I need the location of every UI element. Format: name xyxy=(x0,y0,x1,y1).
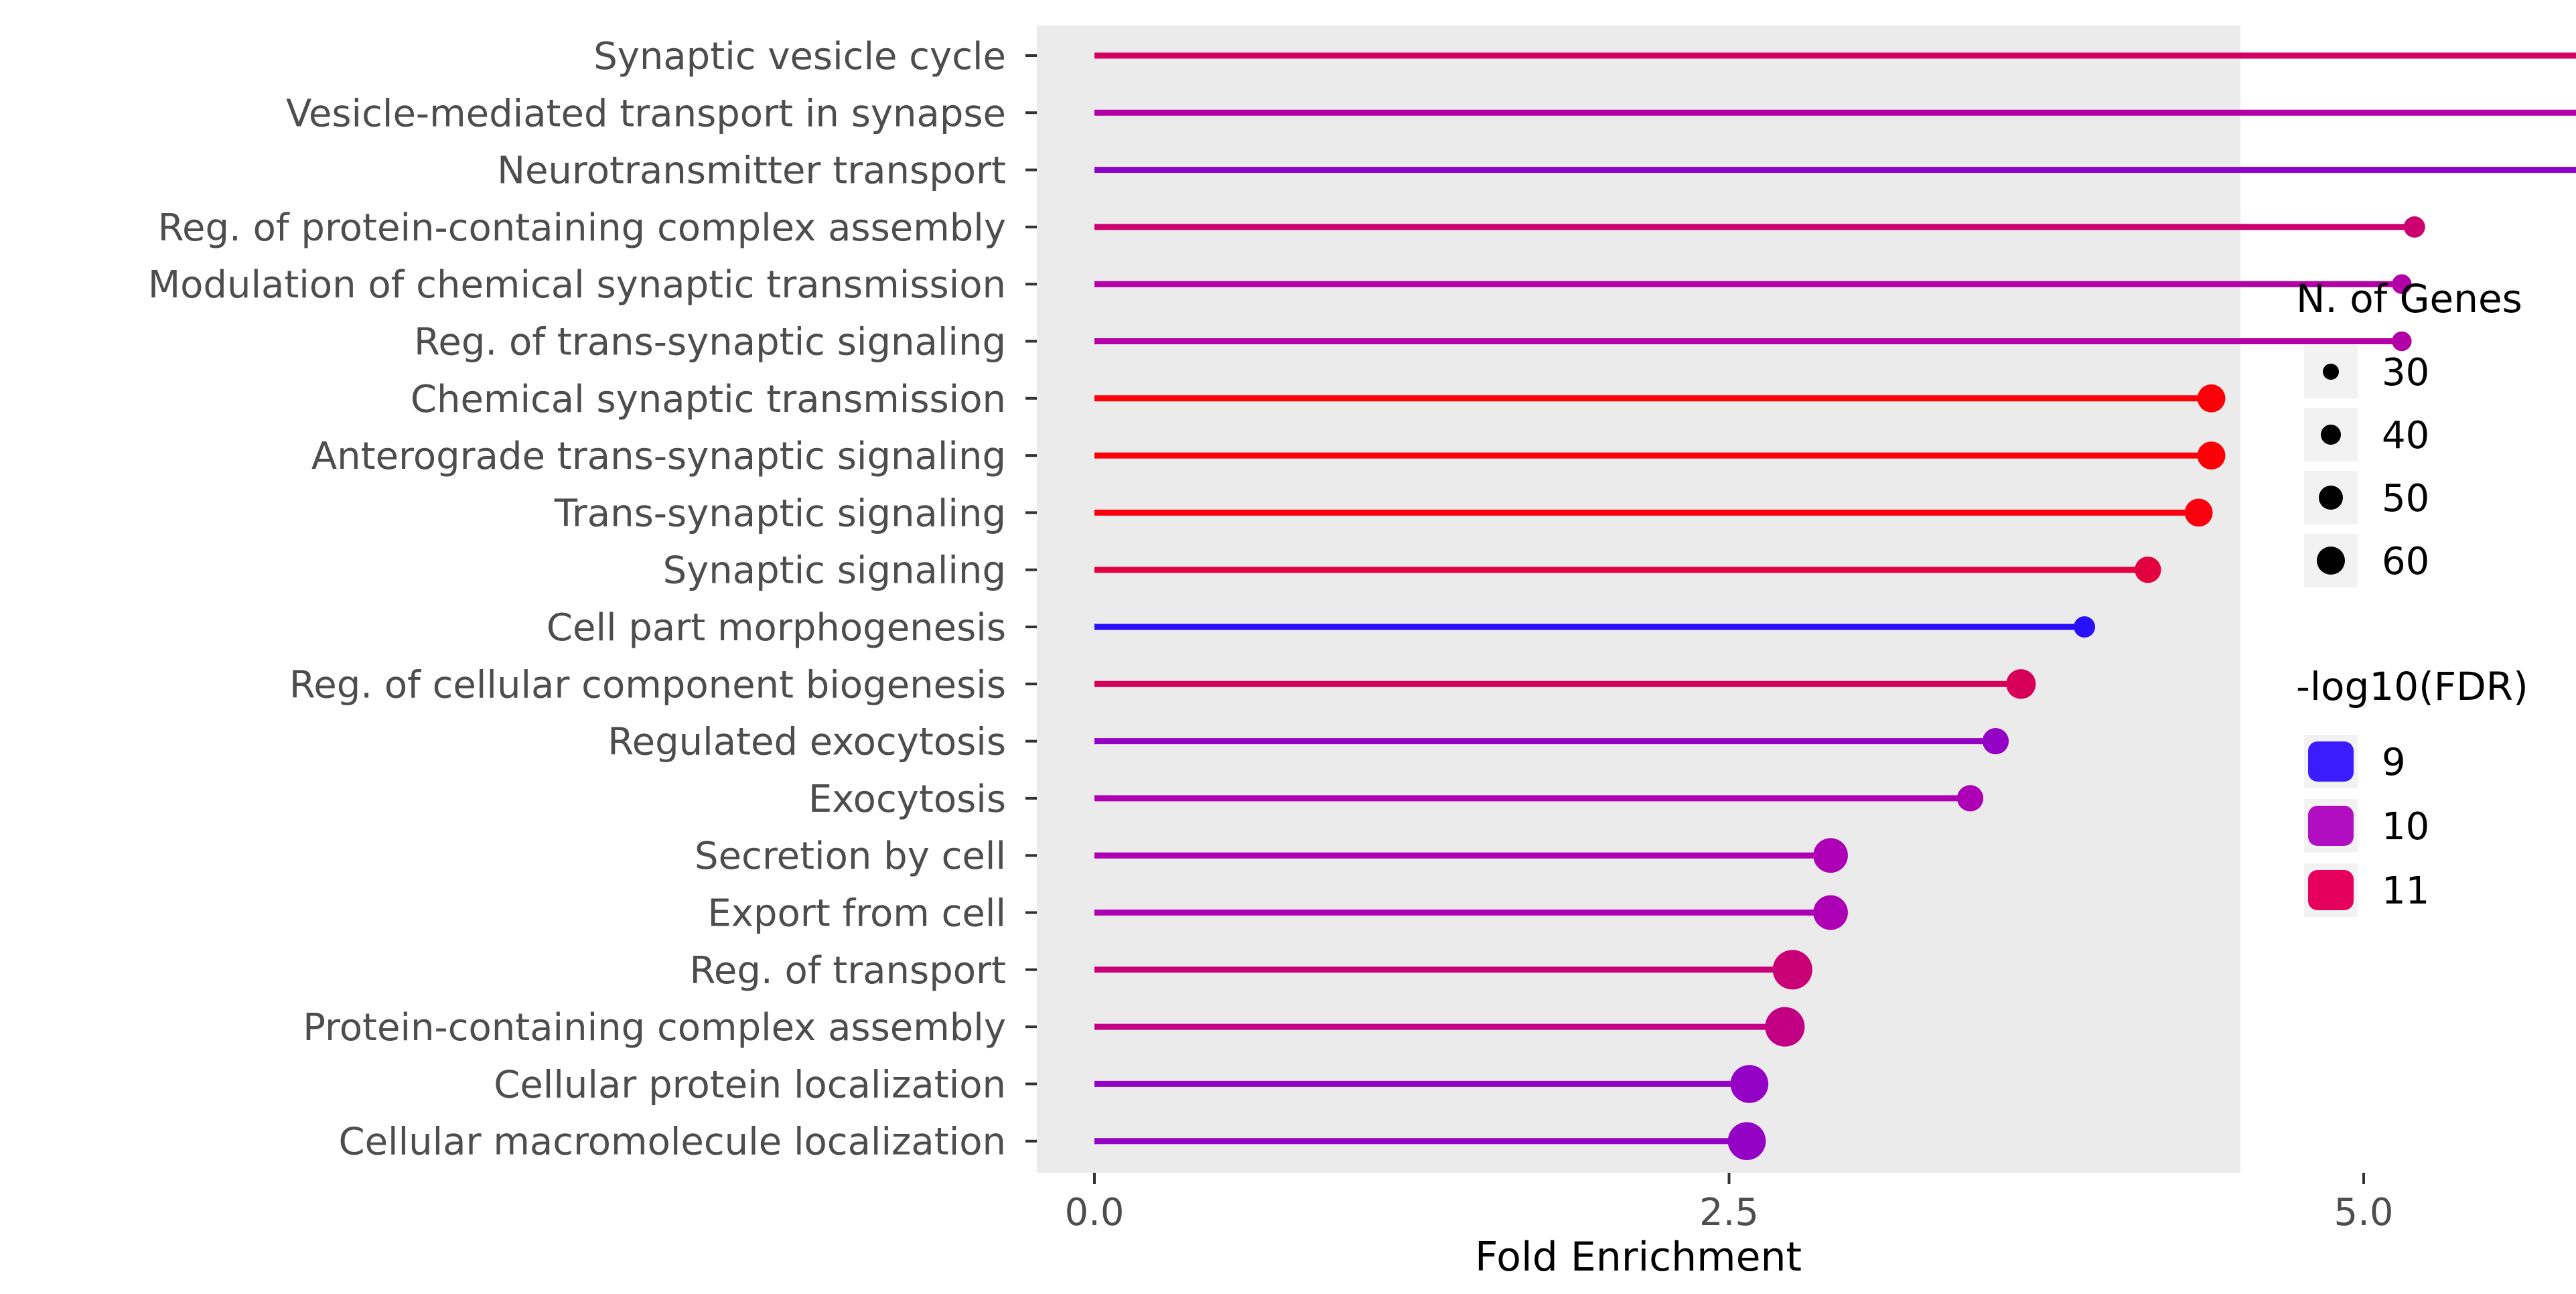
y-tick-label: Regulated exocytosis xyxy=(607,721,1006,764)
lollipop-dot xyxy=(2392,274,2412,294)
y-tick-label: Synaptic vesicle cycle xyxy=(593,35,1006,78)
size-legend-dot xyxy=(2321,425,2341,445)
lollipop-stems xyxy=(1094,52,2576,1145)
y-tick-label: Synaptic signaling xyxy=(663,549,1006,593)
lollipop-dot xyxy=(2006,669,2036,699)
lollipop-dot xyxy=(2197,441,2226,470)
x-tick-label: 2.5 xyxy=(1699,1191,1759,1234)
x-tick-label: 5.0 xyxy=(2334,1191,2393,1234)
lollipop-dot xyxy=(2135,557,2161,583)
size-legend-title: N. of Genes xyxy=(2296,276,2522,321)
lollipop-dot xyxy=(1730,1065,1769,1103)
x-axis: 0.02.55.07.5 xyxy=(1064,1173,2394,1234)
y-tick-label: Reg. of trans-synaptic signaling xyxy=(414,321,1006,364)
y-tick-marks xyxy=(1025,54,1037,1143)
y-tick-label: Cellular protein localization xyxy=(494,1063,1006,1106)
lollipop-dot xyxy=(1982,727,2009,755)
y-tick-label: Anterograde trans-synaptic signaling xyxy=(311,435,1006,478)
color-legend-swatch xyxy=(2308,870,2354,910)
x-axis-title: Fold Enrichment xyxy=(1475,1234,1802,1281)
y-tick-label: Exocytosis xyxy=(808,778,1006,821)
y-tick-label: Chemical synaptic transmission xyxy=(411,378,1006,421)
color-legend-swatch xyxy=(2308,741,2354,782)
lollipop-dot xyxy=(1772,950,1812,990)
size-legend-dot xyxy=(2317,547,2345,575)
size-legend-dot xyxy=(2323,364,2339,380)
y-tick-label: Protein-containing complex assembly xyxy=(303,1006,1006,1050)
y-tick-label: Cellular macromolecule localization xyxy=(338,1121,1006,1164)
color-legend-label: 10 xyxy=(2382,805,2429,849)
y-tick-label: Reg. of protein-containing complex assem… xyxy=(158,206,1006,250)
size-legend-label: 60 xyxy=(2382,540,2429,583)
y-tick-label: Reg. of transport xyxy=(689,949,1006,993)
lollipop-dot xyxy=(1813,838,1848,873)
lollipop-dot xyxy=(1956,785,1984,812)
size-legend-label: 30 xyxy=(2382,351,2429,394)
color-legend-label: 9 xyxy=(2382,741,2406,784)
size-legend-label: 40 xyxy=(2382,414,2429,457)
y-tick-label: Vesicle-mediated transport in synapse xyxy=(286,92,1006,135)
lollipop-dot xyxy=(2197,384,2226,413)
y-tick-label: Export from cell xyxy=(707,892,1006,936)
size-legend-label: 50 xyxy=(2382,477,2429,520)
y-tick-label: Modulation of chemical synaptic transmis… xyxy=(148,263,1006,307)
size-legend-dot xyxy=(2319,486,2343,510)
size-legend: N. of Genes 30 40 50 60 xyxy=(2296,276,2522,587)
lollipop-dot xyxy=(2074,616,2096,638)
color-legend: -log10(FDR) 9 10 11 xyxy=(2296,664,2528,917)
color-legend-label: 11 xyxy=(2382,869,2429,913)
y-tick-label: Reg. of cellular component biogenesis xyxy=(289,663,1006,707)
lollipop-dot xyxy=(2403,216,2425,238)
panel-background xyxy=(1037,25,2240,1173)
y-tick-label: Secretion by cell xyxy=(695,835,1006,878)
lollipop-dot xyxy=(1727,1122,1766,1161)
y-tick-label: Neurotransmitter transport xyxy=(497,149,1006,193)
lollipop-dot xyxy=(2392,331,2412,352)
color-legend-swatch xyxy=(2308,806,2354,846)
y-tick-label: Cell part morphogenesis xyxy=(547,606,1006,650)
lollipop-dot xyxy=(1765,1007,1805,1047)
color-legend-title: -log10(FDR) xyxy=(2296,664,2528,709)
x-tick-label: 0.0 xyxy=(1064,1191,1124,1234)
lollipop-dots xyxy=(1727,216,2425,1161)
y-tick-label: Trans-synaptic signaling xyxy=(554,492,1006,535)
lollipop-dot xyxy=(2184,498,2213,527)
lollipop-dot xyxy=(1813,895,1848,930)
y-axis-labels: Synaptic vesicle cycle Vesicle-mediated t… xyxy=(148,35,1006,1164)
